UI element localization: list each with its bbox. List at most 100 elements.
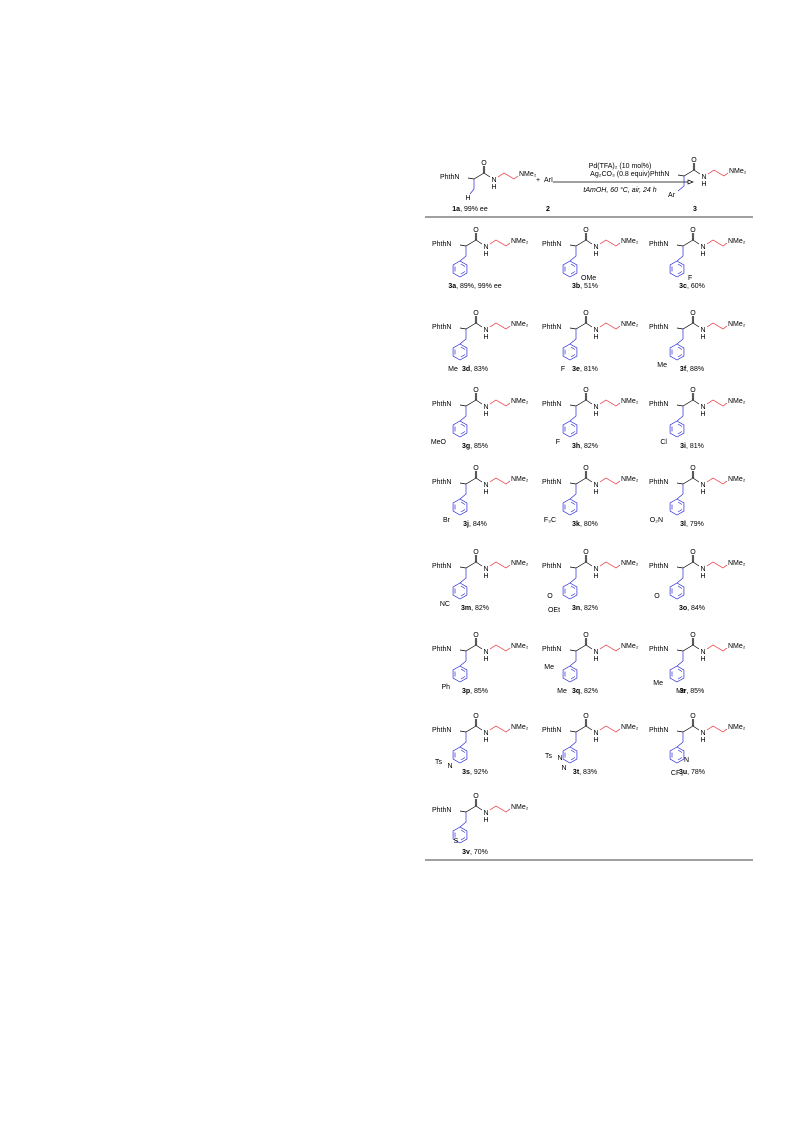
compound-id: 3v [462,849,470,856]
bond [599,399,621,407]
compound-yield: , 82% [580,443,598,450]
compound-id: 3g [462,443,470,450]
atom-label: O [473,793,479,800]
compound-id: 3c [679,283,687,290]
atom-label: H [700,251,705,258]
ring [562,746,578,764]
compound-id: 3q [572,688,580,695]
bond [570,271,576,275]
atom-label: H [483,573,488,580]
atom-label: PhthN [432,479,451,486]
atom-label: H [483,656,488,663]
bond [677,668,683,672]
reagent-id: 2 [546,206,550,213]
bond [676,644,700,652]
atom-label: O [583,713,589,720]
atom-label: N [483,404,488,411]
structure: PhthN O NH NMe₂ F3c, 60% [649,227,746,290]
atom-label: H [483,334,488,341]
ring [452,826,468,844]
structure: PhthN O NH NMe₂ F 3h, 82% [542,387,639,450]
bond [570,593,576,597]
bond [570,757,576,761]
bond [599,561,621,569]
ring [452,582,468,600]
structure: PhthN O NH NMe₂ O 3o, 84% [649,549,746,612]
atom-label: N [593,566,598,573]
substituent: S [454,838,459,845]
ring [452,746,468,764]
atom-label: H [700,656,705,663]
bond [569,477,593,485]
structure: PhthN O NH NMe₂ F 3e, 81% [542,310,639,373]
bond [676,561,700,569]
compound-label: 3p, 85% [462,688,488,695]
atom-label: O [473,387,479,394]
atom-label: H [465,195,470,202]
substituent: F [561,366,565,373]
compound-id: 3h [572,443,580,450]
atom-label: N [593,730,598,737]
atom-label: PhthN [432,727,451,734]
bond [676,732,684,748]
bond [460,593,466,597]
compound-id: 3k [572,521,580,528]
substituent: Br [443,517,451,524]
atom-label: N [491,177,496,184]
substituent: N [557,755,562,762]
substituent: O₂N [650,517,663,524]
bond [706,399,728,407]
structure: PhthN O NH NMe₂ Me 3d, 83% [432,310,529,373]
atom-label: PhthN [542,479,561,486]
compound-yield: , 82% [580,605,598,612]
atom-label: PhthN [432,401,451,408]
ring [562,665,578,683]
atom-label: O [690,632,696,639]
atom-label: PhthN [432,807,451,814]
atom-label: O [583,465,589,472]
substituent: CF₃ [671,770,683,777]
bond [677,431,683,435]
reactant-id: 1a [452,206,460,213]
bond [706,561,728,569]
bond [676,406,684,422]
atom-label: N [483,649,488,656]
atom-label: H [483,737,488,744]
atom-label: PhthN [649,401,668,408]
bond [459,644,483,652]
atom-label: PhthN [432,646,451,653]
atom-label: NMe₂ [728,238,746,245]
substituent: Ts [435,759,443,766]
ring [669,498,685,516]
atom-label: PhthN [432,241,451,248]
atom-label: N [593,482,598,489]
bond [570,585,576,589]
bond [459,406,467,422]
bond [460,354,466,358]
compound-yield: , 82% [580,688,598,695]
bond [489,322,511,330]
compound-yield: , 85% [686,688,704,695]
ring [452,420,468,438]
ring [452,260,468,278]
atom-label: NMe₂ [621,560,639,567]
structure: PhthN O NH NMe₂ F₃C 3k, 80% [542,465,639,528]
atom-label: PhthN [432,324,451,331]
compound-id: 3n [572,605,580,612]
bond [707,169,729,177]
bond [569,561,593,569]
structure: PhthN O NH NMe₂ O OEt 3n, 82% [542,549,639,614]
substituent: N [684,757,689,764]
compound-id: 3l [680,521,686,528]
bond [460,668,466,672]
substituent: F₃C [544,517,556,524]
compound-label: 3o, 84% [679,605,705,612]
atom-label: H [701,181,706,188]
atom-label: H [593,251,598,258]
substituent: Ph [441,684,450,691]
atom-label: N [700,244,705,251]
compound-label: 3c, 60% [679,283,705,290]
compound-yield: , 85% [470,688,488,695]
atom-label: N [483,810,488,817]
